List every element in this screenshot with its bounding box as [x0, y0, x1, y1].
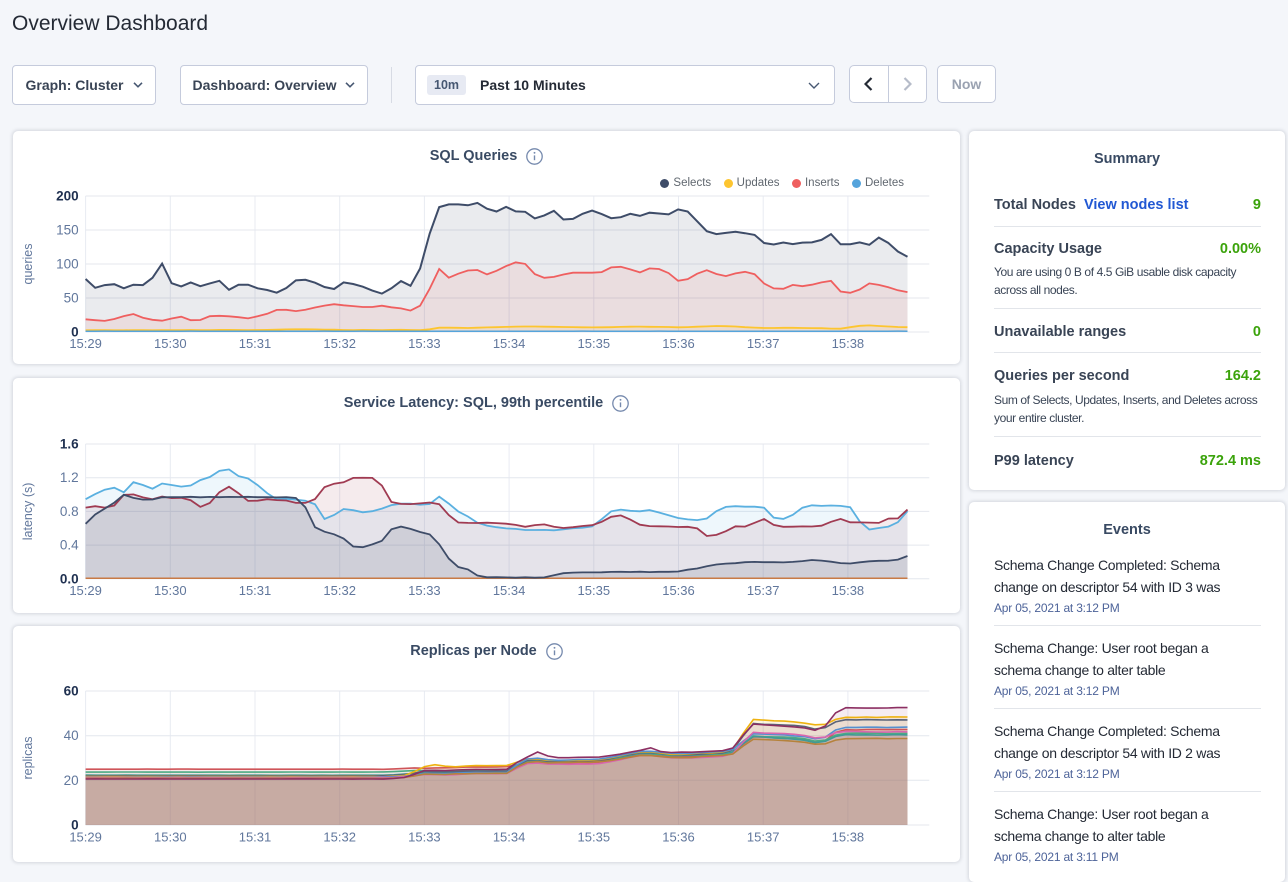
svg-text:0.0: 0.0	[60, 571, 79, 586]
svg-text:20: 20	[64, 773, 79, 788]
svg-text:15:29: 15:29	[69, 336, 102, 351]
svg-text:15:38: 15:38	[832, 830, 865, 845]
svg-text:15:30: 15:30	[154, 336, 187, 351]
svg-text:latency (s): latency (s)	[21, 483, 35, 541]
svg-text:1.6: 1.6	[60, 437, 79, 452]
svg-text:15:34: 15:34	[493, 336, 526, 351]
svg-text:queries: queries	[21, 244, 35, 285]
svg-text:replicas: replicas	[21, 736, 35, 779]
svg-text:15:36: 15:36	[662, 583, 695, 598]
svg-text:0.4: 0.4	[60, 538, 79, 553]
svg-text:15:34: 15:34	[493, 583, 526, 598]
svg-text:15:38: 15:38	[832, 583, 865, 598]
svg-text:0: 0	[71, 325, 79, 340]
svg-text:15:32: 15:32	[323, 336, 356, 351]
svg-text:0: 0	[71, 818, 79, 833]
svg-text:15:30: 15:30	[154, 583, 187, 598]
svg-text:15:35: 15:35	[578, 336, 611, 351]
svg-text:15:37: 15:37	[747, 336, 780, 351]
svg-text:15:36: 15:36	[662, 830, 695, 845]
svg-text:1.2: 1.2	[60, 470, 79, 485]
svg-text:50: 50	[64, 291, 79, 306]
svg-text:40: 40	[64, 728, 79, 743]
svg-text:200: 200	[56, 189, 79, 204]
svg-text:15:36: 15:36	[662, 336, 695, 351]
svg-text:60: 60	[64, 684, 79, 699]
svg-text:15:33: 15:33	[408, 583, 441, 598]
svg-text:100: 100	[56, 257, 79, 272]
svg-text:15:31: 15:31	[239, 583, 272, 598]
svg-text:15:37: 15:37	[747, 830, 780, 845]
svg-text:150: 150	[56, 223, 79, 238]
svg-text:15:37: 15:37	[747, 583, 780, 598]
svg-text:15:35: 15:35	[578, 830, 611, 845]
svg-text:15:29: 15:29	[69, 830, 102, 845]
svg-text:15:31: 15:31	[239, 336, 272, 351]
svg-text:15:34: 15:34	[493, 830, 526, 845]
svg-text:15:29: 15:29	[69, 583, 102, 598]
svg-text:0.8: 0.8	[60, 504, 79, 519]
svg-text:15:32: 15:32	[323, 830, 356, 845]
svg-text:15:33: 15:33	[408, 830, 441, 845]
svg-text:15:38: 15:38	[832, 336, 865, 351]
svg-text:15:32: 15:32	[323, 583, 356, 598]
svg-text:15:33: 15:33	[408, 336, 441, 351]
svg-text:15:35: 15:35	[578, 583, 611, 598]
svg-text:15:31: 15:31	[239, 830, 272, 845]
svg-text:15:30: 15:30	[154, 830, 187, 845]
